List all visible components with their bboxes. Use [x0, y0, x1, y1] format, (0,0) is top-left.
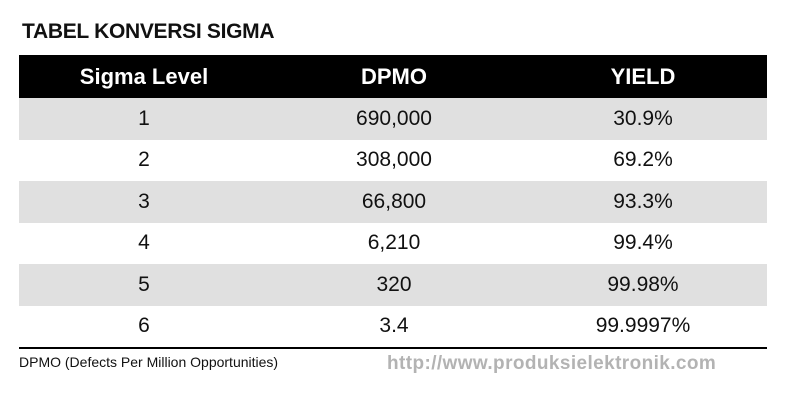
table-row: 1 690,000 30.9% [19, 98, 767, 140]
header-sigma-level: Sigma Level [19, 55, 269, 98]
table-row: 3 66,800 93.3% [19, 181, 767, 223]
table-row: 4 6,210 99.4% [19, 222, 767, 264]
dpmo-cell: 690,000 [269, 98, 519, 140]
yield-cell: 30.9% [519, 98, 767, 140]
table-row: 5 320 99.98% [19, 264, 767, 306]
dpmo-cell: 320 [269, 264, 519, 306]
sigma-level-cell: 6 [19, 305, 269, 349]
header-dpmo: DPMO [269, 55, 519, 98]
dpmo-cell: 66,800 [269, 181, 519, 223]
table-row: 6 3.4 99.9997% [19, 305, 767, 349]
sigma-level-cell: 1 [19, 98, 269, 140]
table-row: 2 308,000 69.2% [19, 139, 767, 181]
dpmo-cell: 6,210 [269, 222, 519, 264]
header-yield: YIELD [519, 55, 767, 98]
table-header-row: Sigma Level DPMO YIELD [19, 55, 767, 98]
sigma-level-cell: 5 [19, 264, 269, 306]
yield-cell: 69.2% [519, 139, 767, 181]
yield-cell: 93.3% [519, 181, 767, 223]
yield-cell: 99.9997% [519, 305, 767, 349]
conversion-table: Sigma Level DPMO YIELD 1 690,000 30.9% 2… [19, 55, 767, 349]
page-title: TABEL KONVERSI SIGMA [22, 20, 275, 43]
sigma-level-cell: 4 [19, 222, 269, 264]
dpmo-cell: 3.4 [269, 305, 519, 349]
yield-cell: 99.98% [519, 264, 767, 306]
sigma-level-cell: 3 [19, 181, 269, 223]
sigma-conversion-table: Sigma Level DPMO YIELD 1 690,000 30.9% 2… [19, 55, 767, 349]
dpmo-cell: 308,000 [269, 139, 519, 181]
sigma-level-cell: 2 [19, 139, 269, 181]
source-url-watermark: http://www.produksielektronik.com [387, 353, 717, 374]
dpmo-footnote: DPMO (Defects Per Million Opportunities) [19, 354, 279, 370]
yield-cell: 99.4% [519, 222, 767, 264]
